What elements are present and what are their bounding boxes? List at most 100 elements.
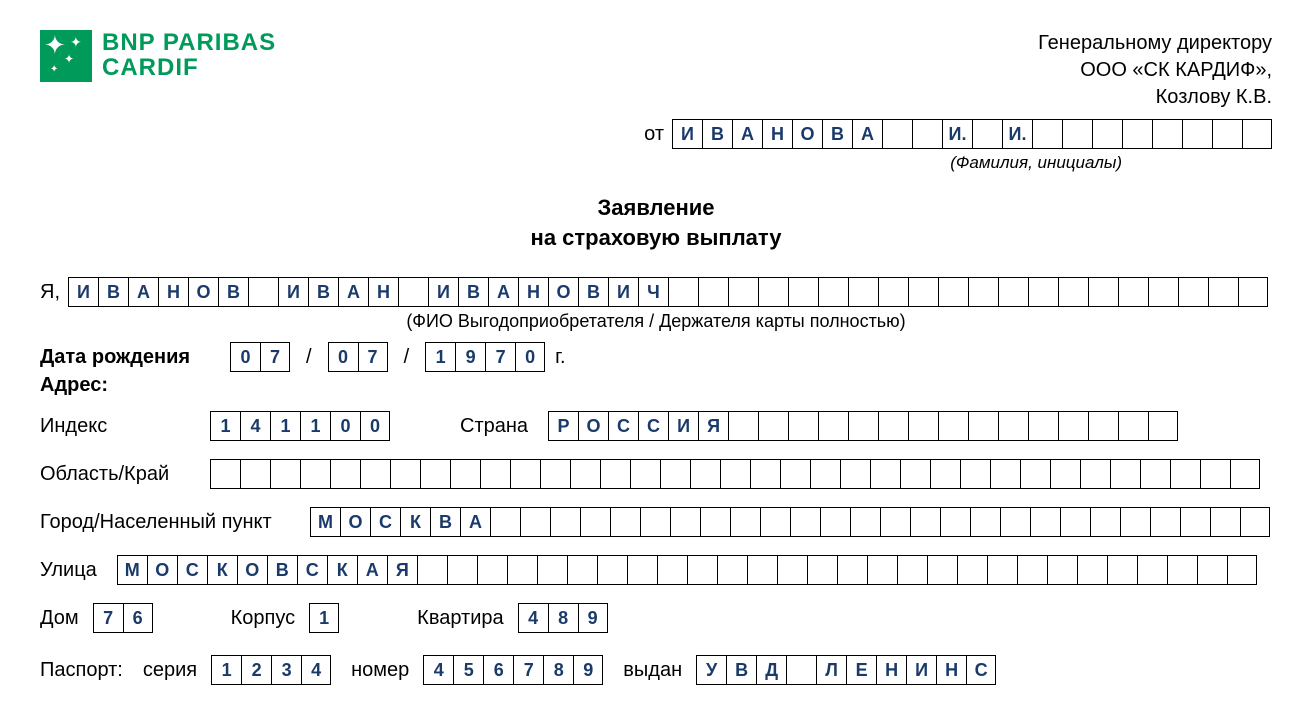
char-cell[interactable]: . [398, 277, 428, 307]
char-cell[interactable]: . [780, 459, 810, 489]
char-cell[interactable]: 6 [483, 655, 513, 685]
char-cell[interactable]: . [1148, 411, 1178, 441]
char-cell[interactable]: . [698, 277, 728, 307]
char-cell[interactable]: . [668, 277, 698, 307]
char-cell[interactable]: . [390, 459, 420, 489]
char-cell[interactable]: 1 [300, 411, 330, 441]
char-cell[interactable]: . [990, 459, 1020, 489]
char-cell[interactable]: . [840, 459, 870, 489]
passport-number-cells[interactable]: 456789 [423, 655, 603, 685]
char-cell[interactable]: Е [846, 655, 876, 685]
char-cell[interactable]: . [477, 555, 507, 585]
char-cell[interactable]: . [1140, 459, 1170, 489]
apartment-cells[interactable]: 489 [518, 603, 608, 633]
char-cell[interactable]: . [597, 555, 627, 585]
char-cell[interactable]: Я [698, 411, 728, 441]
char-cell[interactable]: . [640, 507, 670, 537]
char-cell[interactable]: В [578, 277, 608, 307]
char-cell[interactable]: . [450, 459, 480, 489]
char-cell[interactable]: . [690, 459, 720, 489]
dob-day[interactable]: 07 [230, 342, 290, 372]
char-cell[interactable]: . [627, 555, 657, 585]
char-cell[interactable]: М [310, 507, 340, 537]
char-cell[interactable]: . [728, 277, 758, 307]
char-cell[interactable]: 9 [578, 603, 608, 633]
char-cell[interactable]: 8 [543, 655, 573, 685]
char-cell[interactable]: . [786, 655, 816, 685]
char-cell[interactable]: . [270, 459, 300, 489]
char-cell[interactable]: . [657, 555, 687, 585]
char-cell[interactable]: . [998, 411, 1028, 441]
char-cell[interactable]: 3 [271, 655, 301, 685]
char-cell[interactable]: И. [1002, 119, 1032, 149]
char-cell[interactable]: О [340, 507, 370, 537]
char-cell[interactable]: . [1167, 555, 1197, 585]
char-cell[interactable]: . [1000, 507, 1030, 537]
char-cell[interactable]: . [837, 555, 867, 585]
char-cell[interactable]: . [867, 555, 897, 585]
char-cell[interactable]: К [207, 555, 237, 585]
char-cell[interactable]: . [1107, 555, 1137, 585]
char-cell[interactable]: 1 [270, 411, 300, 441]
char-cell[interactable]: . [818, 277, 848, 307]
char-cell[interactable]: 9 [455, 342, 485, 372]
char-cell[interactable]: . [580, 507, 610, 537]
char-cell[interactable]: . [210, 459, 240, 489]
char-cell[interactable]: . [818, 411, 848, 441]
char-cell[interactable]: Н [368, 277, 398, 307]
char-cell[interactable]: В [702, 119, 732, 149]
char-cell[interactable]: . [540, 459, 570, 489]
char-cell[interactable]: . [1152, 119, 1182, 149]
char-cell[interactable]: . [1058, 277, 1088, 307]
char-cell[interactable]: О [237, 555, 267, 585]
char-cell[interactable]: Н [518, 277, 548, 307]
char-cell[interactable]: А [128, 277, 158, 307]
char-cell[interactable]: . [760, 507, 790, 537]
char-cell[interactable]: . [700, 507, 730, 537]
char-cell[interactable]: О [578, 411, 608, 441]
char-cell[interactable]: . [1227, 555, 1257, 585]
char-cell[interactable]: И [278, 277, 308, 307]
char-cell[interactable]: . [1118, 277, 1148, 307]
char-cell[interactable]: . [480, 459, 510, 489]
char-cell[interactable]: . [758, 277, 788, 307]
char-cell[interactable]: . [1088, 277, 1118, 307]
char-cell[interactable]: . [1020, 459, 1050, 489]
postcode-cells[interactable]: 141100 [210, 411, 390, 441]
char-cell[interactable]: 0 [330, 411, 360, 441]
char-cell[interactable]: В [430, 507, 460, 537]
char-cell[interactable]: С [297, 555, 327, 585]
char-cell[interactable]: . [1090, 507, 1120, 537]
char-cell[interactable]: . [687, 555, 717, 585]
char-cell[interactable]: . [600, 459, 630, 489]
char-cell[interactable]: 7 [93, 603, 123, 633]
char-cell[interactable]: . [1242, 119, 1272, 149]
char-cell[interactable]: 5 [453, 655, 483, 685]
char-cell[interactable]: Л [816, 655, 846, 685]
char-cell[interactable]: . [417, 555, 447, 585]
fullname-cells[interactable]: ИВАНОВ.ИВАН.ИВАНОВИЧ.................... [68, 277, 1268, 307]
char-cell[interactable]: 1 [210, 411, 240, 441]
char-cell[interactable]: . [940, 507, 970, 537]
char-cell[interactable]: . [987, 555, 1017, 585]
char-cell[interactable]: . [447, 555, 477, 585]
char-cell[interactable]: . [957, 555, 987, 585]
char-cell[interactable]: . [750, 459, 780, 489]
char-cell[interactable]: . [1060, 507, 1090, 537]
char-cell[interactable]: Н [936, 655, 966, 685]
char-cell[interactable]: А [852, 119, 882, 149]
char-cell[interactable]: А [732, 119, 762, 149]
char-cell[interactable]: Н [762, 119, 792, 149]
char-cell[interactable]: И [672, 119, 702, 149]
char-cell[interactable]: И [906, 655, 936, 685]
char-cell[interactable]: . [728, 411, 758, 441]
char-cell[interactable]: . [1028, 411, 1058, 441]
char-cell[interactable]: . [820, 507, 850, 537]
char-cell[interactable]: . [1047, 555, 1077, 585]
char-cell[interactable]: В [218, 277, 248, 307]
char-cell[interactable]: . [848, 411, 878, 441]
char-cell[interactable]: . [908, 277, 938, 307]
char-cell[interactable]: С [966, 655, 996, 685]
region-cells[interactable]: ................................... [210, 459, 1260, 489]
char-cell[interactable]: . [878, 411, 908, 441]
